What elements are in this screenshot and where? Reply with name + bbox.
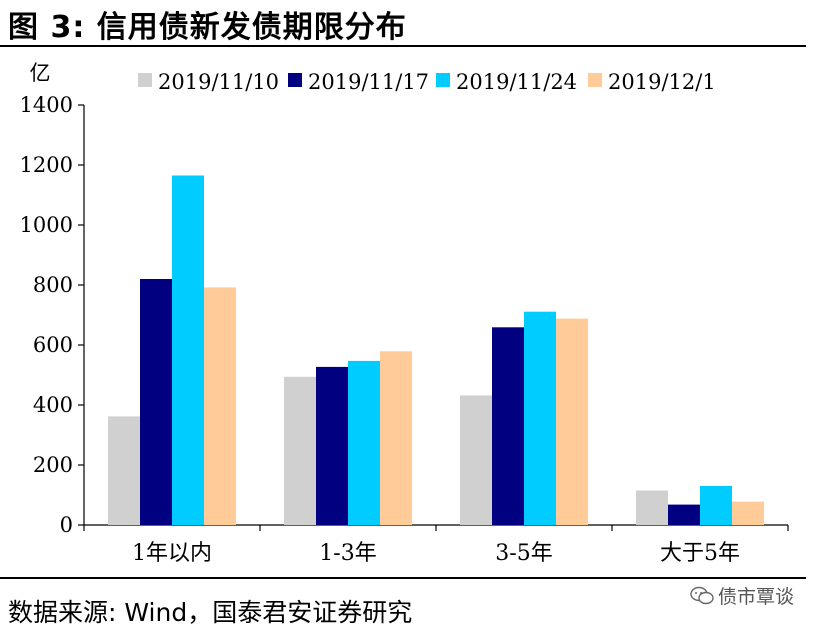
y-tick-label: 800 bbox=[33, 273, 73, 297]
y-axis: 0 200 400 600 800 1000 1200 1400 bbox=[20, 93, 85, 537]
bars bbox=[108, 175, 764, 525]
x-tick-label: 大于5年 bbox=[660, 541, 740, 566]
bar bbox=[140, 279, 172, 525]
x-axis: 1年以内 1-3年 3-5年 大于5年 bbox=[83, 524, 789, 566]
y-axis-label: 亿 bbox=[30, 61, 51, 85]
bar bbox=[700, 486, 732, 525]
bar bbox=[524, 311, 556, 525]
x-tick-label: 1-3年 bbox=[319, 541, 376, 566]
x-tick-label: 1年以内 bbox=[132, 541, 212, 566]
y-tick-label: 0 bbox=[60, 513, 73, 537]
legend-label: 2019/12/1 bbox=[608, 70, 716, 94]
bar bbox=[492, 327, 524, 525]
figure-title: 图 3: 信用债新发债期限分布 bbox=[8, 10, 407, 45]
y-tick-label: 600 bbox=[33, 333, 73, 357]
bar bbox=[460, 395, 492, 525]
bar bbox=[668, 504, 700, 525]
y-tick-label: 1400 bbox=[20, 93, 73, 117]
bar bbox=[348, 360, 380, 525]
bar bbox=[284, 376, 316, 525]
wechat-icon bbox=[690, 586, 714, 604]
bottom-rule bbox=[0, 577, 806, 579]
x-tick-label: 3-5年 bbox=[495, 541, 552, 566]
bar-chart: 亿 2019/11/10 2019/11/17 2019/11/24 2019/12/… bbox=[20, 61, 789, 566]
y-tick-label: 1000 bbox=[20, 213, 73, 237]
bar bbox=[204, 287, 236, 525]
y-tick-label: 200 bbox=[33, 453, 73, 477]
legend-swatch bbox=[288, 73, 302, 87]
legend-label: 2019/11/10 bbox=[158, 70, 279, 94]
top-rule bbox=[0, 45, 806, 47]
bar bbox=[108, 416, 140, 525]
bar bbox=[732, 501, 764, 525]
bar bbox=[172, 175, 204, 525]
legend: 2019/11/10 2019/11/17 2019/11/24 2019/12/1 bbox=[138, 70, 716, 94]
bar bbox=[380, 351, 412, 525]
y-tick-label: 400 bbox=[33, 393, 73, 417]
bar bbox=[556, 318, 588, 525]
bar bbox=[316, 366, 348, 525]
watermark-text: 债市覃谈 bbox=[718, 586, 795, 608]
legend-label: 2019/11/17 bbox=[308, 70, 429, 94]
legend-swatch bbox=[588, 73, 602, 87]
source-note: 数据来源: Wind，国泰君安证券研究 bbox=[8, 598, 413, 627]
legend-swatch bbox=[436, 73, 450, 87]
legend-label: 2019/11/24 bbox=[456, 70, 577, 94]
watermark: 债市覃谈 bbox=[690, 582, 794, 609]
bar bbox=[636, 490, 668, 525]
legend-swatch bbox=[138, 73, 152, 87]
y-tick-label: 1200 bbox=[20, 153, 73, 177]
